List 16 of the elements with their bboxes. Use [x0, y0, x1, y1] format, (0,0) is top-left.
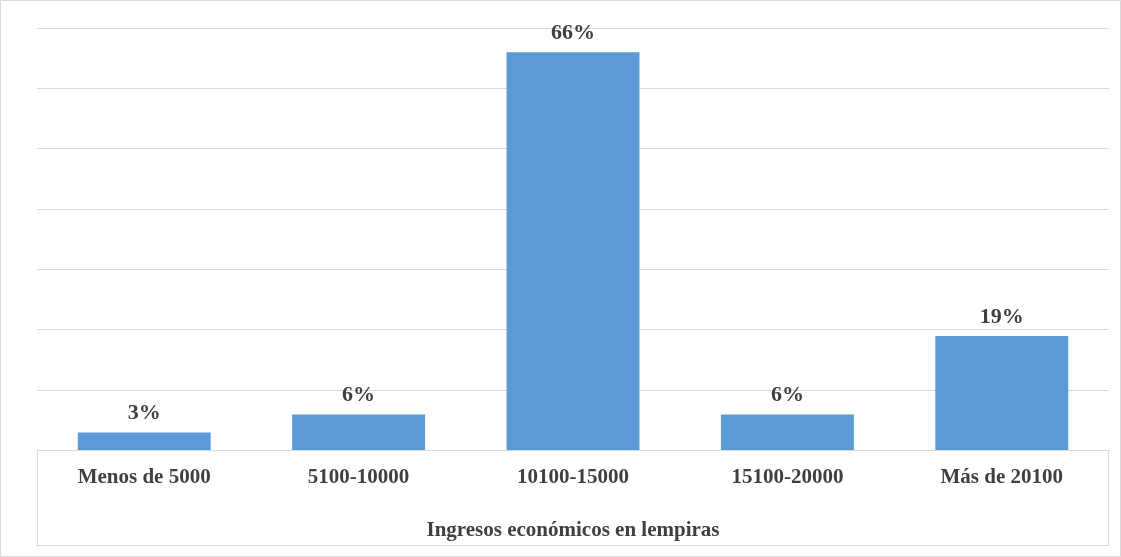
x-tick-label: 10100-15000	[517, 463, 629, 488]
data-label: 19%	[979, 302, 1024, 328]
bar	[506, 52, 640, 451]
data-label: 3%	[127, 399, 161, 425]
bar	[77, 432, 211, 451]
bar	[720, 414, 854, 451]
x-tick-label: 15100-20000	[731, 463, 844, 488]
bar	[292, 414, 426, 451]
x-axis-title: Ingresos económicos en lempiras	[426, 516, 720, 541]
bar	[935, 335, 1069, 451]
x-tick-label: Menos de 5000	[77, 463, 211, 488]
x-tick-label: Más de 20100	[940, 463, 1064, 488]
data-label: 66%	[551, 18, 595, 44]
data-label: 6%	[342, 381, 376, 407]
x-tick-label: 5100-10000	[307, 463, 410, 488]
data-label: 6%	[770, 381, 804, 407]
